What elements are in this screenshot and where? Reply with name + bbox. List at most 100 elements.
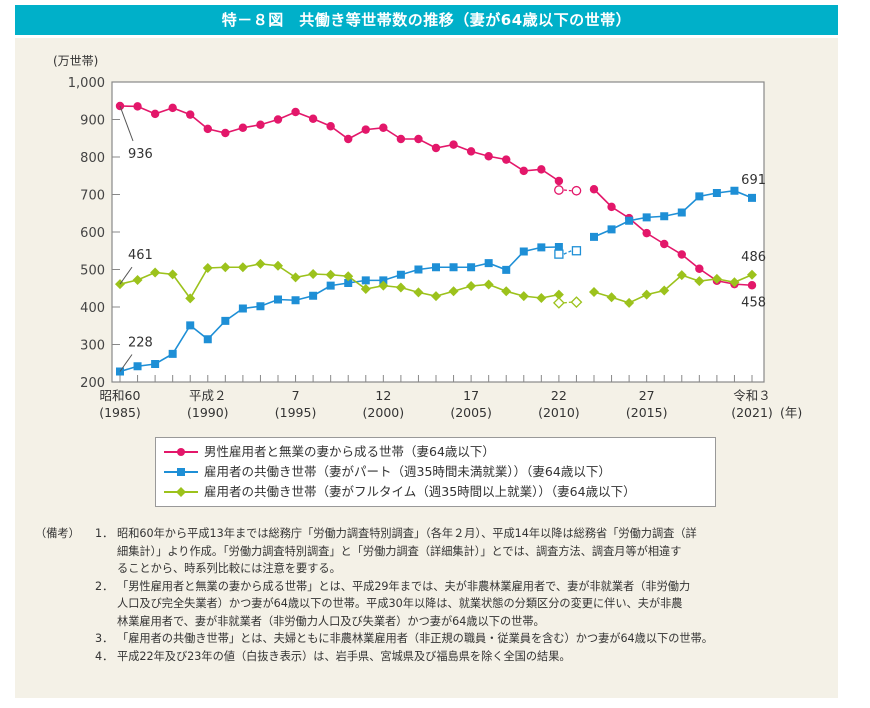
circle-marker	[238, 123, 248, 132]
note-1: （備考） 1． 昭和60年から平成13年までは総務庁「労働力調査特別調査」（各年…	[35, 525, 713, 578]
y-tick-label: 400	[80, 301, 105, 316]
x-tick-label-era: 令和３	[733, 388, 771, 403]
diamond-marker	[150, 267, 161, 278]
diamond-marker	[237, 262, 248, 273]
diamond-marker	[570, 296, 583, 309]
note-number: 4．	[95, 649, 114, 663]
square-marker	[554, 243, 563, 251]
square-marker	[467, 263, 476, 272]
legend-item-dual-fulltime: 雇用者の共働き世帯（妻がフルタイム（週35時間以上就業））（妻64歳以下）	[164, 482, 707, 502]
diamond-marker	[290, 272, 301, 283]
diamond-marker	[553, 289, 564, 300]
square-marker	[133, 362, 142, 371]
note-line: 細集計）」より作成。「労働力調査特別調査」と「労働力調査（詳細集計）」とでは、調…	[117, 544, 682, 558]
diamond-marker	[589, 287, 599, 297]
circle-marker	[571, 185, 582, 196]
circle-marker	[308, 114, 318, 123]
series-dashed-link	[563, 250, 572, 255]
note-line: 「男性雇用者と無業の妻から成る世帯」とは、平成29年までは、夫が非農林業雇用者で…	[117, 579, 691, 593]
square-marker	[554, 249, 564, 259]
diamond-marker	[552, 296, 565, 309]
diamond-marker	[167, 269, 178, 280]
square-marker	[502, 265, 511, 274]
diamond-marker	[343, 271, 354, 282]
diamond-marker	[360, 284, 371, 294]
circle-marker	[291, 107, 300, 117]
square-marker	[203, 335, 212, 344]
square-marker	[748, 193, 756, 202]
square-marker	[607, 225, 616, 234]
note-2: 2． 「男性雇用者と無業の妻から成る世帯」とは、平成29年までは、夫が非農林業雇…	[35, 578, 713, 631]
circle-marker	[660, 239, 669, 249]
circle-marker	[431, 143, 441, 153]
circle-marker	[150, 109, 160, 119]
square-marker	[590, 232, 598, 241]
square-marker	[344, 279, 353, 287]
note-number: 3．	[95, 632, 114, 645]
circle-marker	[449, 140, 458, 149]
series-2: 461 486	[115, 248, 766, 309]
diamond-marker	[132, 275, 143, 285]
square-marker	[186, 321, 195, 330]
data-label-leader	[119, 266, 133, 285]
square-marker	[449, 263, 458, 272]
diamond-marker	[273, 260, 283, 271]
y-tick-label: 200	[80, 376, 105, 391]
square-marker	[361, 276, 370, 285]
legend-label: 男性雇用者と無業の妻から成る世帯（妻64歳以下）	[204, 444, 495, 459]
square-marker	[326, 281, 335, 290]
line-chart: (万世帯) 200 300 400 500 600 700 800 900 1,000 昭和60 (…	[53, 54, 802, 420]
diamond-marker	[325, 269, 336, 280]
notes: （備考） 1． 昭和60年から平成13年までは総務庁「労働力調査特別調査」（各年…	[35, 525, 713, 665]
note-line: 人口及び完全失業者）かつ妻が64歳以下の世帯。平成30年以降は、就業状態の分類区…	[117, 597, 683, 610]
data-label-leader	[119, 354, 133, 372]
circle-marker	[466, 147, 476, 156]
square-marker	[625, 216, 634, 225]
legend-circle-marker-icon	[164, 448, 198, 456]
x-tick-label-era: 7	[292, 388, 300, 403]
square-marker	[274, 295, 282, 304]
y-axis-unit: (万世帯)	[53, 54, 98, 68]
diamond-marker	[694, 276, 705, 287]
legend: 男性雇用者と無業の妻から成る世帯（妻64歳以下） 雇用者の共働き世帯（妻がパート…	[155, 437, 716, 507]
x-tick-label-era: 22	[551, 388, 567, 403]
figure-title: 特－８図 共働き等世帯数の推移（妻が64歳以下の世帯）	[15, 5, 838, 35]
diamond-marker	[255, 258, 266, 269]
circle-marker	[642, 228, 651, 238]
x-tick-label-era: 昭和60	[100, 388, 141, 403]
legend-square-marker-icon	[164, 468, 198, 476]
note-line: 平成22年及び23年の値（白抜き表示）は、岩手県、宮城県及び福島県を除く全国の結…	[117, 649, 571, 663]
x-tick-label-year: (2010)	[538, 405, 580, 420]
square-marker	[660, 212, 669, 221]
circle-marker	[203, 124, 212, 134]
circle-marker	[554, 185, 564, 195]
circle-marker	[502, 155, 511, 164]
circle-marker	[695, 264, 704, 273]
circle-marker	[414, 134, 423, 144]
circle-marker	[396, 134, 406, 144]
circle-marker	[326, 122, 335, 131]
x-tick-label-era: 17	[463, 388, 479, 403]
square-marker	[168, 349, 177, 358]
circle-marker	[273, 115, 283, 124]
diamond-marker	[747, 269, 757, 280]
data-label-leader	[119, 105, 134, 142]
note-3: 3． 「雇用者の共働き世帯」とは、夫婦ともに非農林業雇用者（非正規の職員・従業員…	[35, 630, 713, 648]
circle-marker	[186, 110, 195, 119]
note-4: 4． 平成22年及び23年の値（白抜き表示）は、岩手県、宮城県及び福島県を除く全…	[35, 648, 713, 666]
legend-label: 雇用者の共働き世帯（妻がパート（週35時間未満就業））（妻64歳以下）	[204, 464, 611, 479]
circle-marker	[344, 134, 353, 144]
legend-label: 雇用者の共働き世帯（妻がフルタイム（週35時間以上就業））（妻64歳以下）	[204, 484, 636, 499]
square-marker	[571, 246, 582, 256]
diamond-marker	[659, 285, 670, 296]
x-axis-unit: (年)	[780, 405, 802, 420]
data-label: 486	[741, 250, 766, 265]
diamond-marker	[413, 287, 424, 298]
diamond-marker	[536, 293, 547, 303]
x-tick-label-year: (2021)	[731, 405, 773, 420]
square-marker	[695, 192, 704, 201]
diamond-marker	[606, 292, 617, 303]
series-dashed-link	[563, 189, 572, 192]
note-line: 「雇用者の共働き世帯」とは、夫婦ともに非農林業雇用者（非正規の職員・従業員を含む…	[117, 632, 713, 645]
y-tick-label: 900	[80, 114, 105, 129]
